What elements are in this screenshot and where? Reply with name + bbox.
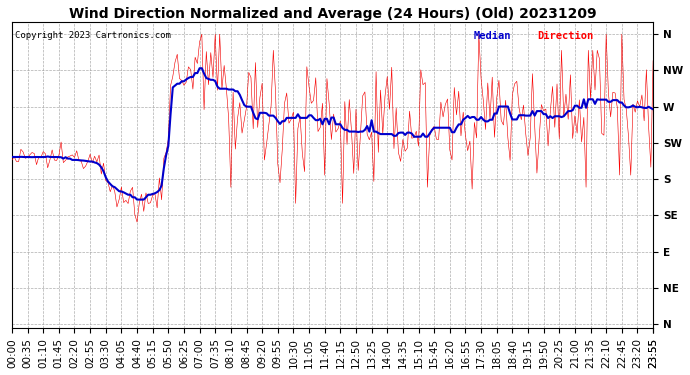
Title: Wind Direction Normalized and Average (24 Hours) (Old) 20231209: Wind Direction Normalized and Average (2… bbox=[69, 7, 596, 21]
Text: Direction: Direction bbox=[538, 31, 594, 41]
Text: Copyright 2023 Cartronics.com: Copyright 2023 Cartronics.com bbox=[15, 31, 171, 40]
Text: Median: Median bbox=[473, 31, 511, 41]
